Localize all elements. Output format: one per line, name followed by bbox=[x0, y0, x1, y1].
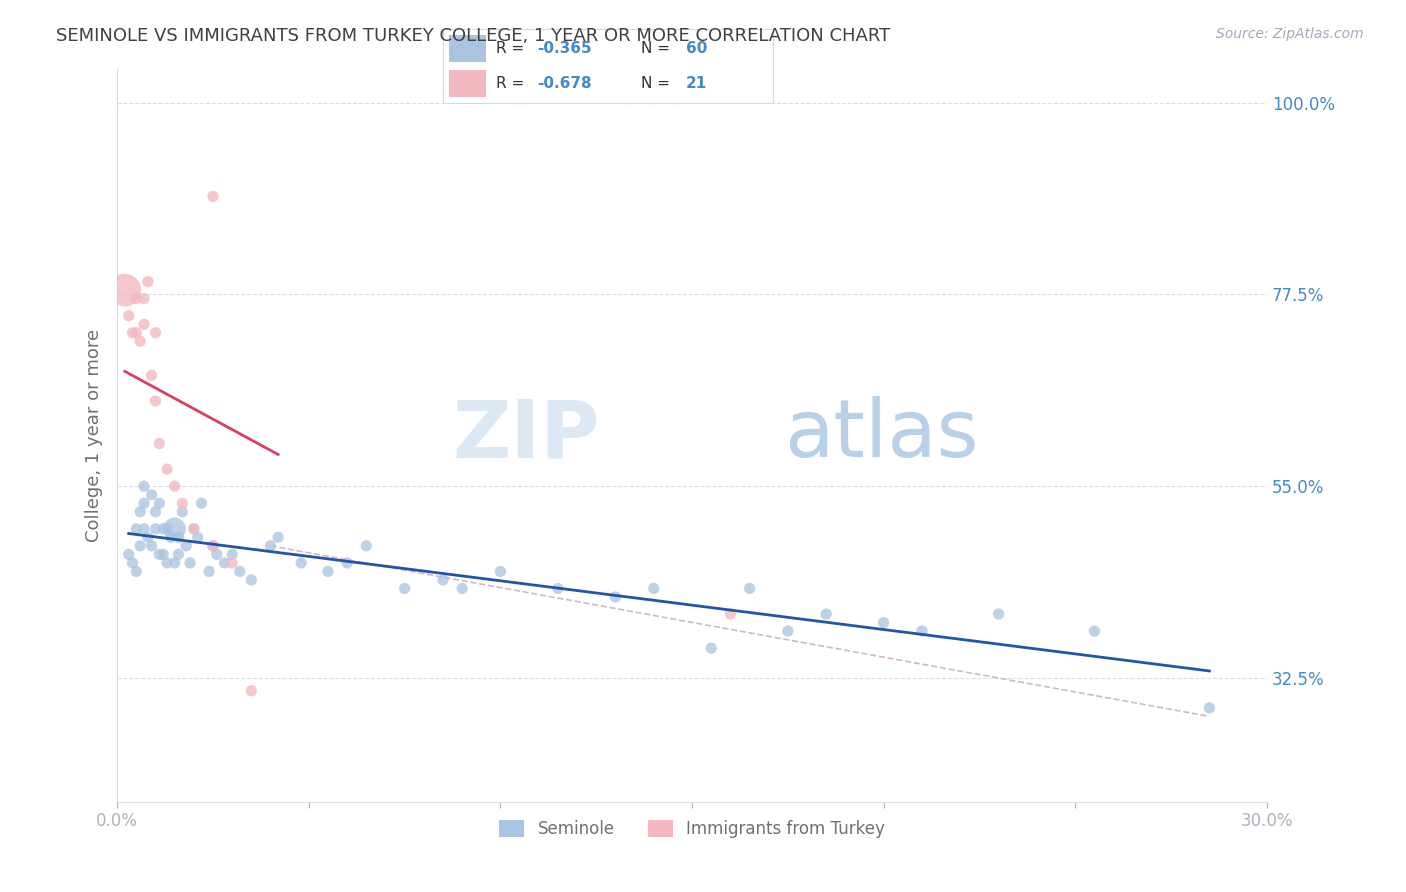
Point bbox=[738, 582, 761, 596]
Point bbox=[229, 565, 252, 579]
Point bbox=[911, 624, 934, 639]
Point bbox=[183, 522, 205, 536]
Point bbox=[160, 530, 183, 544]
Y-axis label: College, 1 year or more: College, 1 year or more bbox=[86, 328, 103, 541]
Point bbox=[336, 556, 359, 570]
Point bbox=[148, 496, 170, 510]
Point bbox=[221, 548, 243, 562]
Point bbox=[776, 624, 799, 639]
Point bbox=[132, 479, 155, 493]
Point bbox=[145, 393, 167, 408]
Point bbox=[356, 539, 378, 553]
Point bbox=[148, 436, 170, 450]
Point bbox=[141, 488, 163, 502]
Text: 21: 21 bbox=[686, 76, 707, 91]
Point bbox=[240, 683, 263, 698]
Point bbox=[125, 326, 148, 340]
Point bbox=[1198, 701, 1220, 715]
Point bbox=[163, 479, 186, 493]
Point bbox=[718, 607, 741, 621]
Point bbox=[167, 548, 190, 562]
Point bbox=[132, 522, 155, 536]
Text: SEMINOLE VS IMMIGRANTS FROM TURKEY COLLEGE, 1 YEAR OR MORE CORRELATION CHART: SEMINOLE VS IMMIGRANTS FROM TURKEY COLLE… bbox=[56, 27, 890, 45]
Bar bbox=[450, 36, 486, 62]
Text: Source: ZipAtlas.com: Source: ZipAtlas.com bbox=[1216, 27, 1364, 41]
Point bbox=[132, 496, 155, 510]
Legend: Seminole, Immigrants from Turkey: Seminole, Immigrants from Turkey bbox=[492, 813, 891, 845]
Point bbox=[163, 522, 186, 536]
Text: -0.678: -0.678 bbox=[537, 76, 592, 91]
Text: -0.365: -0.365 bbox=[537, 41, 592, 56]
Point bbox=[190, 496, 212, 510]
Point bbox=[136, 275, 159, 289]
Text: R =: R = bbox=[496, 76, 529, 91]
Point bbox=[605, 590, 627, 604]
Point bbox=[145, 522, 167, 536]
Point bbox=[205, 548, 228, 562]
Point bbox=[174, 539, 197, 553]
Bar bbox=[450, 70, 486, 96]
Point bbox=[198, 565, 221, 579]
Point bbox=[114, 283, 136, 297]
Point bbox=[156, 556, 179, 570]
Point bbox=[201, 189, 224, 203]
Point bbox=[489, 565, 512, 579]
Point bbox=[815, 607, 838, 621]
Point bbox=[187, 530, 209, 544]
Point bbox=[156, 522, 179, 536]
Text: N =: N = bbox=[641, 76, 675, 91]
Point bbox=[129, 334, 152, 349]
Point bbox=[125, 292, 148, 306]
Text: R =: R = bbox=[496, 41, 529, 56]
Point bbox=[259, 539, 281, 553]
Point bbox=[214, 556, 236, 570]
Point bbox=[129, 505, 152, 519]
Point bbox=[152, 522, 174, 536]
Point bbox=[394, 582, 416, 596]
Point bbox=[136, 530, 159, 544]
Point bbox=[121, 556, 143, 570]
Point bbox=[132, 317, 155, 331]
Point bbox=[152, 548, 174, 562]
Point bbox=[172, 496, 194, 510]
Point bbox=[118, 309, 141, 323]
Point bbox=[290, 556, 312, 570]
Point bbox=[179, 556, 201, 570]
Point bbox=[121, 326, 143, 340]
Point bbox=[141, 368, 163, 383]
Point bbox=[148, 548, 170, 562]
Point bbox=[145, 505, 167, 519]
Point bbox=[267, 530, 290, 544]
Point bbox=[872, 615, 894, 630]
Point bbox=[167, 530, 190, 544]
Point bbox=[125, 565, 148, 579]
Point bbox=[547, 582, 569, 596]
Text: atlas: atlas bbox=[785, 396, 979, 474]
Point bbox=[163, 556, 186, 570]
Point bbox=[700, 641, 723, 656]
Point bbox=[172, 505, 194, 519]
Point bbox=[987, 607, 1010, 621]
Point bbox=[118, 548, 141, 562]
Text: N =: N = bbox=[641, 41, 675, 56]
Point bbox=[156, 462, 179, 476]
Point bbox=[201, 539, 224, 553]
Point bbox=[221, 556, 243, 570]
Point bbox=[643, 582, 665, 596]
Point bbox=[132, 292, 155, 306]
Point bbox=[240, 573, 263, 587]
Point bbox=[316, 565, 339, 579]
Point bbox=[451, 582, 474, 596]
Point bbox=[145, 326, 167, 340]
Point bbox=[129, 539, 152, 553]
Point bbox=[141, 539, 163, 553]
Point bbox=[125, 522, 148, 536]
Point bbox=[201, 539, 224, 553]
Point bbox=[1083, 624, 1105, 639]
Point bbox=[432, 573, 454, 587]
Text: 60: 60 bbox=[686, 41, 707, 56]
Point bbox=[183, 522, 205, 536]
Text: ZIP: ZIP bbox=[453, 396, 600, 474]
